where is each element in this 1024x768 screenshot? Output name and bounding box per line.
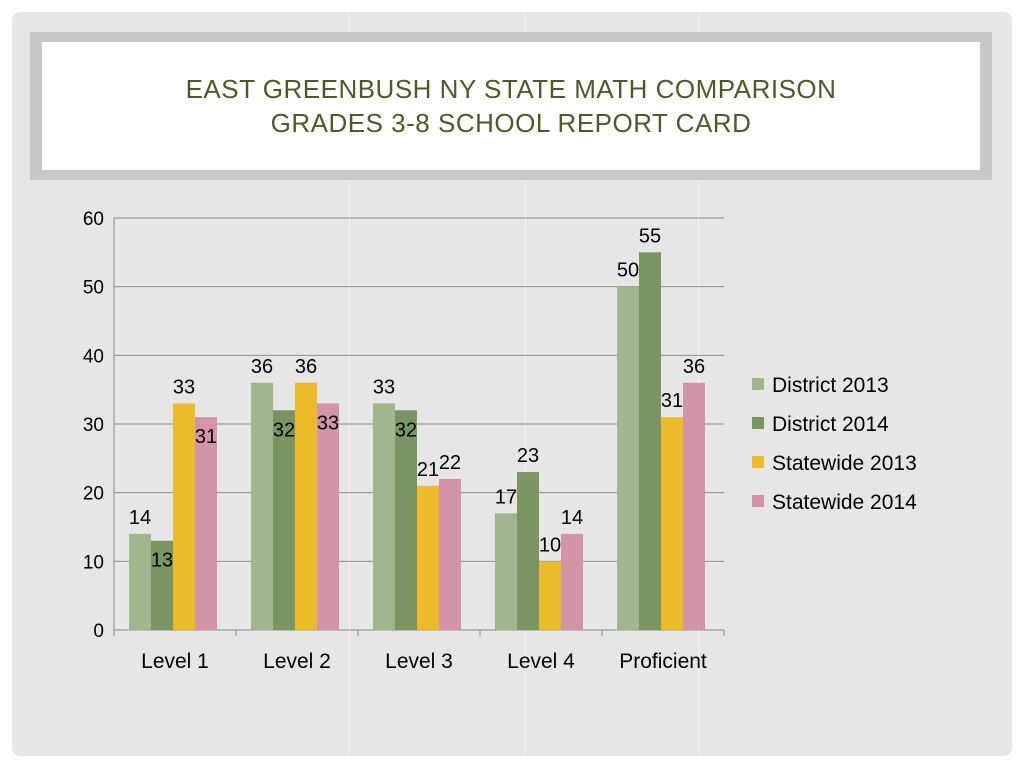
bar (373, 403, 395, 630)
data-label: 31 (661, 390, 683, 412)
data-label: 13 (151, 550, 173, 572)
y-tick-label: 10 (83, 552, 104, 573)
legend-entry: District 2013 (772, 374, 889, 397)
legend-entry: District 2014 (772, 413, 889, 436)
background-line (525, 12, 526, 756)
legend-swatch (752, 417, 764, 429)
bar (173, 403, 195, 630)
legend-swatch (752, 495, 764, 507)
data-label: 23 (517, 445, 539, 467)
data-label: 36 (683, 356, 705, 378)
bar (495, 513, 517, 630)
bar (251, 382, 273, 630)
bar (639, 252, 661, 631)
category-label: Level 2 (263, 650, 331, 673)
data-label: 36 (295, 356, 317, 378)
bar (417, 485, 439, 630)
y-tick-label: 40 (83, 346, 104, 367)
data-label: 32 (395, 419, 417, 441)
data-label: 10 (539, 534, 561, 556)
legend-swatch (752, 456, 764, 468)
slide: EAST GREENBUSH NY STATE MATH COMPARISON … (12, 12, 1012, 756)
slide-title-line2: GRADES 3-8 SCHOOL REPORT CARD (270, 108, 752, 138)
y-tick-label: 50 (83, 278, 104, 299)
data-label: 50 (617, 260, 639, 282)
data-label: 33 (173, 376, 195, 398)
bar (561, 533, 583, 630)
data-label: 31 (195, 426, 217, 448)
title-box: EAST GREENBUSH NY STATE MATH COMPARISON … (42, 42, 980, 170)
data-label: 22 (439, 452, 461, 474)
bar (151, 540, 173, 630)
background-line (349, 12, 350, 756)
category-label: Level 3 (385, 650, 453, 673)
data-label: 14 (561, 507, 583, 529)
category-label: Level 4 (507, 650, 575, 673)
bar (317, 403, 339, 630)
y-tick-label: 30 (83, 415, 104, 436)
bar (195, 417, 217, 630)
bar (683, 382, 705, 630)
data-label: 17 (495, 486, 517, 508)
category-label: Proficient (619, 650, 707, 673)
bar (273, 410, 295, 630)
category-label: Level 1 (141, 650, 209, 673)
bar (539, 561, 561, 630)
data-label: 33 (317, 412, 339, 434)
data-label: 14 (129, 507, 151, 529)
legend-entry: Statewide 2014 (772, 491, 917, 514)
y-tick-label: 0 (93, 621, 104, 642)
bar (129, 533, 151, 630)
data-label: 36 (251, 356, 273, 378)
legend-swatch (752, 378, 764, 390)
data-label: 33 (373, 376, 395, 398)
slide-title-line1: EAST GREENBUSH NY STATE MATH COMPARISON (185, 74, 837, 104)
bar (395, 410, 417, 630)
title-frame: EAST GREENBUSH NY STATE MATH COMPARISON … (30, 32, 992, 180)
data-label: 55 (639, 225, 661, 247)
legend-entry: Statewide 2013 (772, 452, 917, 475)
bar (661, 417, 683, 630)
bar (617, 286, 639, 630)
bar (439, 478, 461, 630)
data-label: 21 (417, 459, 439, 481)
bar (295, 382, 317, 630)
y-tick-label: 60 (83, 209, 104, 230)
y-tick-label: 20 (83, 484, 104, 505)
bar-chart: 0 10 20 30 40 50 60 Level 1 Level 2 Level 3 Level … (83, 209, 917, 673)
bar (517, 472, 539, 630)
data-label: 32 (273, 419, 295, 441)
